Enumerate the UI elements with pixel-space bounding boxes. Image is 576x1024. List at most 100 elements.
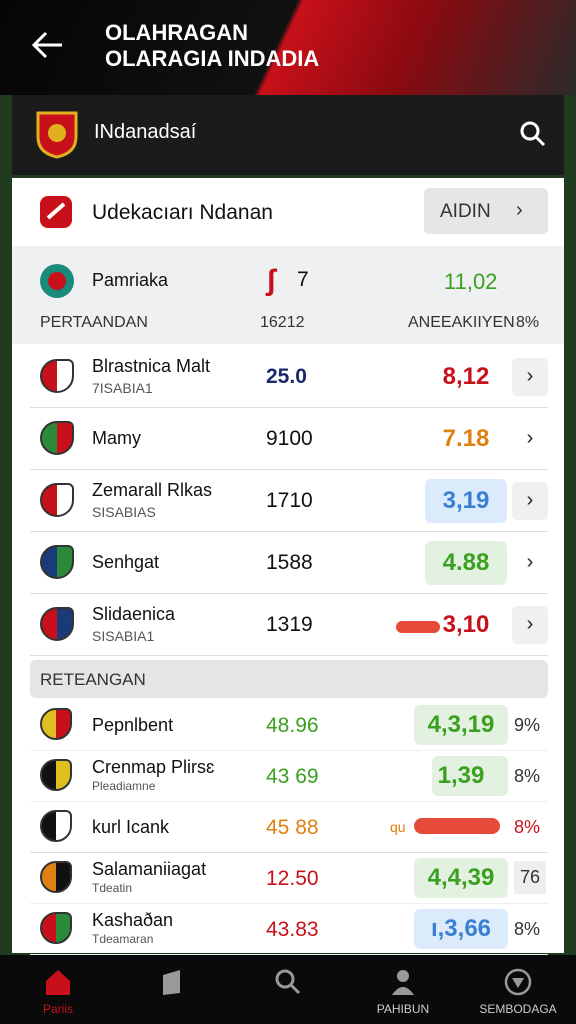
odds-bar <box>396 621 440 633</box>
score: 43.83 <box>266 918 319 941</box>
nav-label: PAHIBUN <box>376 1002 430 1016</box>
odds: 7.18 <box>442 425 490 452</box>
search-icon[interactable] <box>518 119 548 149</box>
chevron: › <box>516 199 523 221</box>
percent: 76 <box>514 861 547 894</box>
score: 9100 <box>266 427 313 450</box>
team-name: Mamy <box>92 428 141 448</box>
team-logo <box>40 359 74 393</box>
team-sub: Pleadiamne <box>92 779 156 793</box>
odds-pill <box>414 909 508 949</box>
team-logo <box>40 708 72 740</box>
standing-row[interactable]: Crenmap Plirsɛ Pleadiamne 43 69 1,39 8% <box>30 751 548 802</box>
nav-item[interactable] <box>230 955 345 1024</box>
odds-bar <box>414 818 500 834</box>
column-label: ANEEAKIIYEN <box>408 314 515 331</box>
percent: 8% <box>514 919 541 939</box>
odds: 4,3,19 <box>427 711 495 738</box>
team-logo <box>40 545 74 579</box>
nav-icon <box>46 970 70 995</box>
odds: 8,12 <box>442 363 490 390</box>
nav-icon <box>275 969 301 995</box>
team-sub: 7ISABIA1 <box>92 380 153 396</box>
team-sub: Tdeatin <box>92 881 133 895</box>
summary-row: Pamriaka ʃ 7 11,02 PERTAANDAN 16212 ANEE… <box>12 246 564 344</box>
match-row[interactable]: Blrastnica Malt 7ISABIA1 25.0 8,12 › <box>30 346 548 408</box>
odds-pill <box>425 479 507 523</box>
team-name: Kashaðan <box>92 910 174 930</box>
nav-label: SEMBODAGA <box>479 1002 557 1016</box>
standing-row[interactable]: kurl Icank 45 88 qu 8% <box>30 802 548 853</box>
team-logo <box>40 912 72 944</box>
team-name: Blrastnica Malt <box>92 356 211 376</box>
team-sub: Tdeamaran <box>92 932 154 946</box>
team-logo <box>40 759 72 791</box>
row-button[interactable]: › <box>526 551 534 573</box>
bottom-nav: Pariis PAHIBUN SEMBODAGA <box>0 955 576 1024</box>
search-bar[interactable]: INdanadsaí <box>12 95 564 175</box>
back-button[interactable] <box>30 30 64 60</box>
match-row[interactable]: Slidaenica SISABIA1 1319 3,10 › <box>30 594 548 656</box>
column-label: 16212 <box>260 314 305 331</box>
match-row[interactable]: Zemarall Rlkas SISABIAS 1710 3,19 › <box>30 470 548 532</box>
team-sub: SISABIAS <box>92 504 156 520</box>
team-logo <box>40 483 74 517</box>
odds: 3,19 <box>442 487 490 514</box>
button-label: AIDIN <box>440 201 491 222</box>
odds: qu <box>390 819 406 835</box>
team-name: Pamriaka <box>92 270 169 290</box>
team-name: Senhgat <box>92 552 160 572</box>
team-name: kurl Icank <box>92 817 170 837</box>
team-icon: ʃ <box>266 264 276 297</box>
team-name: Zemarall Rlkas <box>92 480 213 500</box>
odds: 1,39 <box>437 762 485 789</box>
score: 1588 <box>266 551 313 574</box>
nav-item[interactable]: SEMBODAGA <box>460 955 575 1024</box>
nav-icon <box>163 970 180 995</box>
team-logo <box>40 264 74 298</box>
team-name: Salamaniiagat <box>92 859 207 879</box>
logo <box>36 111 78 159</box>
nav-item[interactable]: Pariis <box>0 955 115 1024</box>
row-button[interactable]: › <box>512 606 548 644</box>
percent: 9% <box>514 715 541 735</box>
score: 43 69 <box>266 765 319 788</box>
odds: 4.88 <box>442 549 490 576</box>
nav-icon <box>392 970 414 995</box>
score: 12.50 <box>266 867 319 890</box>
odds: ı,3,66 <box>430 915 492 942</box>
odds-pill <box>432 756 508 796</box>
nav-item[interactable] <box>115 955 230 1024</box>
odds: 4,4,39 <box>427 864 495 891</box>
title: OLARAGIA INDADIA <box>105 46 320 71</box>
standing-row[interactable]: Kashaðan Tdeamaran 43.83 ı,3,66 8% <box>30 904 548 955</box>
team-logo <box>40 861 72 893</box>
row-button[interactable]: › <box>512 358 548 396</box>
team-name: Crenmap Plirsɛ <box>92 757 215 777</box>
team-name: Pepnlbent <box>92 715 174 735</box>
row-button[interactable]: › <box>526 427 534 449</box>
value: 11,02 <box>444 269 498 294</box>
team-logo <box>40 810 72 842</box>
section-title: RETEANGAN <box>40 670 146 689</box>
score: 1710 <box>266 489 313 512</box>
standing-row[interactable]: Salamaniiagat Tdeatin 12.50 4,4,39 76 <box>30 853 548 904</box>
card-button[interactable]: AIDIN › <box>424 188 548 234</box>
team-logo <box>40 421 74 455</box>
percent: 8% <box>514 817 541 837</box>
match-row[interactable]: Senhgat 1588 4.88 › <box>30 532 548 594</box>
team-logo <box>40 607 74 641</box>
team-name: Slidaenica <box>92 604 176 624</box>
team-sub: SISABIA1 <box>92 628 155 644</box>
column-label: 8% <box>516 314 540 331</box>
standing-row[interactable]: Pepnlbent 48.96 4,3,19 9% <box>30 700 548 751</box>
title: OLAHRAGAN <box>105 20 248 45</box>
nav-item[interactable]: PAHIBUN <box>345 955 460 1024</box>
score: 1319 <box>266 613 313 636</box>
row-button[interactable]: › <box>512 482 548 520</box>
score: 45 88 <box>266 816 319 839</box>
nav-icon <box>504 968 532 996</box>
section-header: RETEANGAN <box>30 660 548 698</box>
score: 25.0 <box>266 365 307 388</box>
match-row[interactable]: Mamy 9100 7.18 › <box>30 408 548 470</box>
